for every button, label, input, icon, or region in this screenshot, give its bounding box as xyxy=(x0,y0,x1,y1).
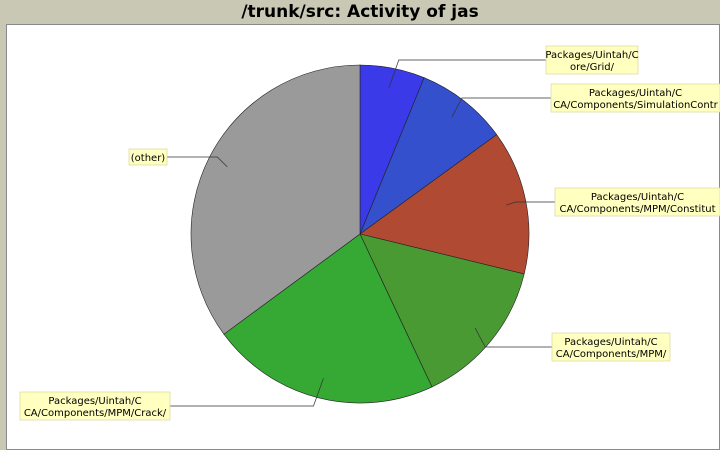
slice-label-2-line-0: Packages/Uintah/C xyxy=(591,192,684,203)
slice-label-0-line-1: ore/Grid/ xyxy=(570,62,615,73)
leader-line-5 xyxy=(167,156,228,168)
pie-slice-5 xyxy=(190,64,361,335)
slice-label-box-0 xyxy=(545,45,639,75)
chart-title: /trunk/src: Activity of jas xyxy=(241,2,479,22)
leader-line-3 xyxy=(474,327,552,348)
slice-label-box-4 xyxy=(19,391,171,421)
slice-label-3-line-1: CA/Components/MPM/ xyxy=(556,349,667,360)
slice-label-2-line-1: CA/Components/MPM/Constitut xyxy=(559,204,715,215)
leader-line-0 xyxy=(388,59,546,89)
slice-label-4-line-0: Packages/Uintah/C xyxy=(48,396,141,407)
pie-slice-4 xyxy=(223,233,433,404)
leader-line-2 xyxy=(505,201,555,206)
slice-label-box-2 xyxy=(554,187,720,217)
slice-label-1-line-0: Packages/Uintah/C xyxy=(589,88,682,99)
pie-slice-1 xyxy=(359,77,498,235)
pie-slice-2 xyxy=(359,134,530,275)
slice-label-0-line-0: Packages/Uintah/C xyxy=(545,50,638,61)
slice-label-1-line-1: CA/Components/SimulationContr xyxy=(553,100,718,111)
slice-label-3-line-0: Packages/Uintah/C xyxy=(564,337,657,348)
slice-label-5-line-0: (other) xyxy=(131,153,166,164)
slice-label-4-line-1: CA/Components/MPM/Crack/ xyxy=(24,408,167,419)
slice-label-box-3 xyxy=(551,332,671,362)
slice-label-box-5 xyxy=(128,148,168,166)
leader-line-1 xyxy=(451,97,551,118)
leader-line-4 xyxy=(170,378,324,407)
pie-slice-3 xyxy=(359,233,525,388)
slice-label-box-1 xyxy=(550,83,720,113)
